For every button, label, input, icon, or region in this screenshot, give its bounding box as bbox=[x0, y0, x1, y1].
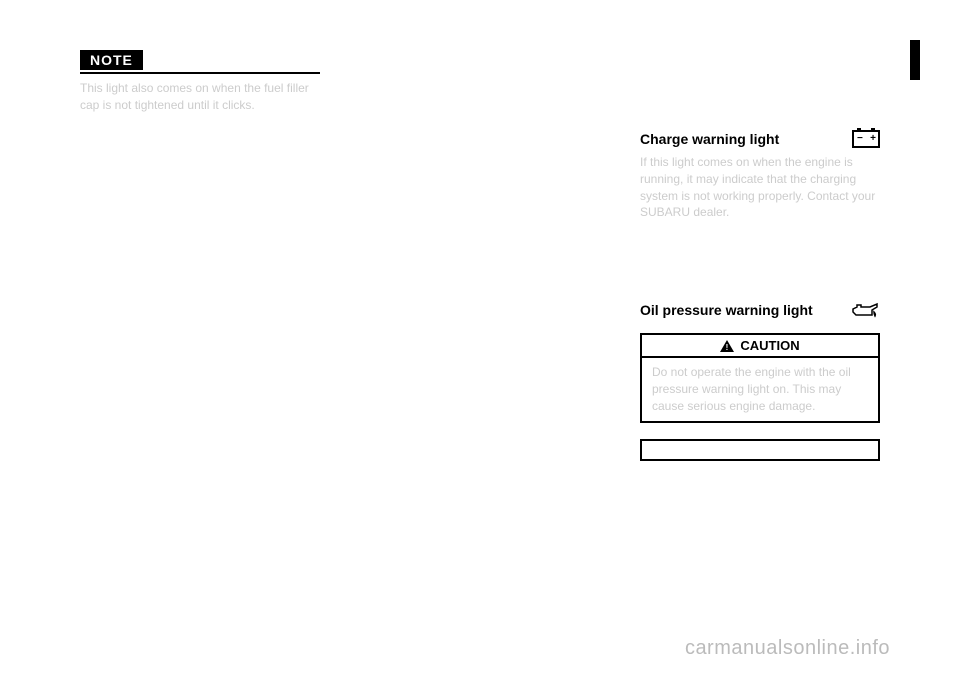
caution-box: ! CAUTION Do not operate the engine with… bbox=[640, 333, 880, 422]
secondary-box bbox=[640, 439, 880, 461]
page-content: NOTE This light also comes on when the f… bbox=[80, 50, 880, 628]
spacer bbox=[640, 50, 880, 120]
watermark-text: carmanualsonline.info bbox=[685, 637, 890, 660]
right-column: Charge warning light − + If this light c… bbox=[640, 50, 880, 628]
battery-plus: + bbox=[870, 134, 876, 144]
note-rule bbox=[80, 72, 320, 74]
oil-warning-heading: Oil pressure warning light bbox=[640, 301, 880, 319]
note-label: NOTE bbox=[80, 50, 143, 70]
page-edge-tab bbox=[910, 40, 920, 80]
left-column: NOTE This light also comes on when the f… bbox=[80, 50, 320, 628]
svg-text:!: ! bbox=[726, 343, 729, 352]
oil-can-icon bbox=[850, 301, 880, 319]
note-body-text: This light also comes on when the fuel f… bbox=[80, 80, 320, 114]
caution-header: ! CAUTION bbox=[642, 335, 878, 358]
spacer-2 bbox=[640, 231, 880, 291]
battery-minus: − bbox=[857, 134, 863, 144]
battery-icon: − + bbox=[852, 130, 880, 148]
charge-body-text: If this light comes on when the engine i… bbox=[640, 154, 880, 221]
caution-label: CAUTION bbox=[740, 338, 799, 353]
warning-triangle-icon: ! bbox=[720, 340, 734, 352]
charge-warning-heading: Charge warning light − + bbox=[640, 130, 880, 148]
caution-body-text: Do not operate the engine with the oil p… bbox=[642, 358, 878, 420]
charge-heading-text: Charge warning light bbox=[640, 131, 779, 147]
oil-heading-text: Oil pressure warning light bbox=[640, 302, 813, 318]
middle-column bbox=[360, 50, 600, 628]
